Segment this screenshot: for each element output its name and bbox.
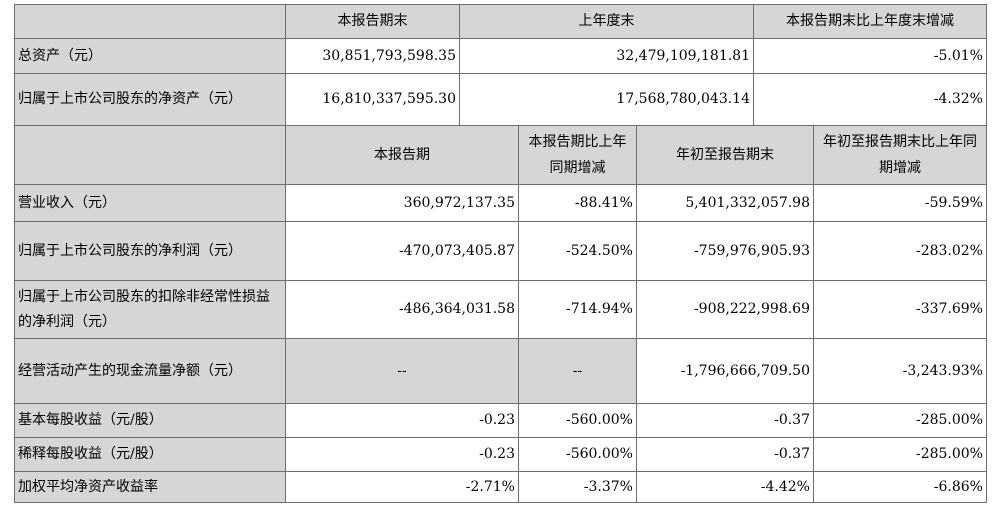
cell-value: -59.59% <box>813 184 987 222</box>
cell-value: -6.86% <box>813 471 987 503</box>
column-header: 上年度末 <box>459 4 754 39</box>
table-row: 归属于上市公司股东的净资产（元） 16,810,337,595.30 17,56… <box>14 73 987 126</box>
cell-value: -0.23 <box>285 403 519 438</box>
column-header: 本报告期比上年同期增减 <box>518 125 637 185</box>
financial-data-table: 本报告期末 上年度末 本报告期末比上年度末增减 总资产（元） 30,851,79… <box>14 4 987 503</box>
cell-value: 5,401,332,057.98 <box>636 184 814 222</box>
table-row: 营业收入（元） 360,972,137.35 -88.41% 5,401,332… <box>14 184 987 222</box>
cell-value: -470,073,405.87 <box>285 221 519 281</box>
cell-value: -3.37% <box>518 471 637 503</box>
cell-value: -486,364,031.58 <box>285 280 519 339</box>
column-header: 本报告期 <box>285 125 519 185</box>
cell-value: -4.42% <box>636 471 814 503</box>
cell-value: -0.23 <box>285 437 519 472</box>
row-label: 加权平均净资产收益率 <box>14 471 286 503</box>
row-label: 归属于上市公司股东的净资产（元） <box>14 73 286 126</box>
cell-value: -2.71% <box>285 471 519 503</box>
corner-cell <box>14 4 286 39</box>
row-label: 总资产（元） <box>14 38 286 74</box>
cell-value: -908,222,998.69 <box>636 280 814 339</box>
corner-cell <box>14 125 286 185</box>
row-label: 归属于上市公司股东的净利润（元） <box>14 221 286 281</box>
bottom-header-row: 本报告期 本报告期比上年同期增减 年初至报告期末 年初至报告期末比上年同期增减 <box>14 125 987 185</box>
column-header: 本报告期末 <box>285 4 460 39</box>
table-row: 基本每股收益（元/股） -0.23 -560.00% -0.37 -285.00… <box>14 403 987 438</box>
cell-value: 17,568,780,043.14 <box>459 73 754 126</box>
table-row: 总资产（元） 30,851,793,598.35 32,479,109,181.… <box>14 38 987 74</box>
table-row: 归属于上市公司股东的净利润（元） -470,073,405.87 -524.50… <box>14 221 987 281</box>
cell-value: -337.69% <box>813 280 987 339</box>
column-header: 本报告期末比上年度末增减 <box>753 4 987 39</box>
table-row: 稀释每股收益（元/股） -0.23 -560.00% -0.37 -285.00… <box>14 437 987 472</box>
column-header: 年初至报告期末比上年同期增减 <box>813 125 987 185</box>
table-row: 归属于上市公司股东的扣除非经常性损益的净利润（元） -486,364,031.5… <box>14 280 987 339</box>
cell-value: -3,243.93% <box>813 338 987 404</box>
cell-value: -283.02% <box>813 221 987 281</box>
cell-value: -524.50% <box>518 221 637 281</box>
cell-value: -4.32% <box>753 73 987 126</box>
cell-value: -560.00% <box>518 437 637 472</box>
cell-value: 360,972,137.35 <box>285 184 519 222</box>
cell-value: 32,479,109,181.81 <box>459 38 754 74</box>
row-label: 营业收入（元） <box>14 184 286 222</box>
cell-value: -- <box>518 338 637 404</box>
row-label: 稀释每股收益（元/股） <box>14 437 286 472</box>
top-header-row: 本报告期末 上年度末 本报告期末比上年度末增减 <box>14 4 987 39</box>
cell-value: -0.37 <box>636 403 814 438</box>
cell-value: -1,796,666,709.50 <box>636 338 814 404</box>
column-header: 年初至报告期末 <box>636 125 814 185</box>
cell-value: -88.41% <box>518 184 637 222</box>
cell-value: -714.94% <box>518 280 637 339</box>
cell-value: 16,810,337,595.30 <box>285 73 460 126</box>
row-label: 经营活动产生的现金流量净额（元） <box>14 338 286 404</box>
table-row: 加权平均净资产收益率 -2.71% -3.37% -4.42% -6.86% <box>14 471 987 503</box>
cell-value: -5.01% <box>753 38 987 74</box>
row-label: 基本每股收益（元/股） <box>14 403 286 438</box>
financial-table-container: 本报告期末 上年度末 本报告期末比上年度末增减 总资产（元） 30,851,79… <box>14 4 987 503</box>
cell-value: -- <box>285 338 519 404</box>
cell-value: -285.00% <box>813 437 987 472</box>
cell-value: -0.37 <box>636 437 814 472</box>
cell-value: -285.00% <box>813 403 987 438</box>
row-label: 归属于上市公司股东的扣除非经常性损益的净利润（元） <box>14 280 286 339</box>
cell-value: -759,976,905.93 <box>636 221 814 281</box>
cell-value: 30,851,793,598.35 <box>285 38 460 74</box>
cell-value: -560.00% <box>518 403 637 438</box>
table-row: 经营活动产生的现金流量净额（元） -- -- -1,796,666,709.50… <box>14 338 987 404</box>
